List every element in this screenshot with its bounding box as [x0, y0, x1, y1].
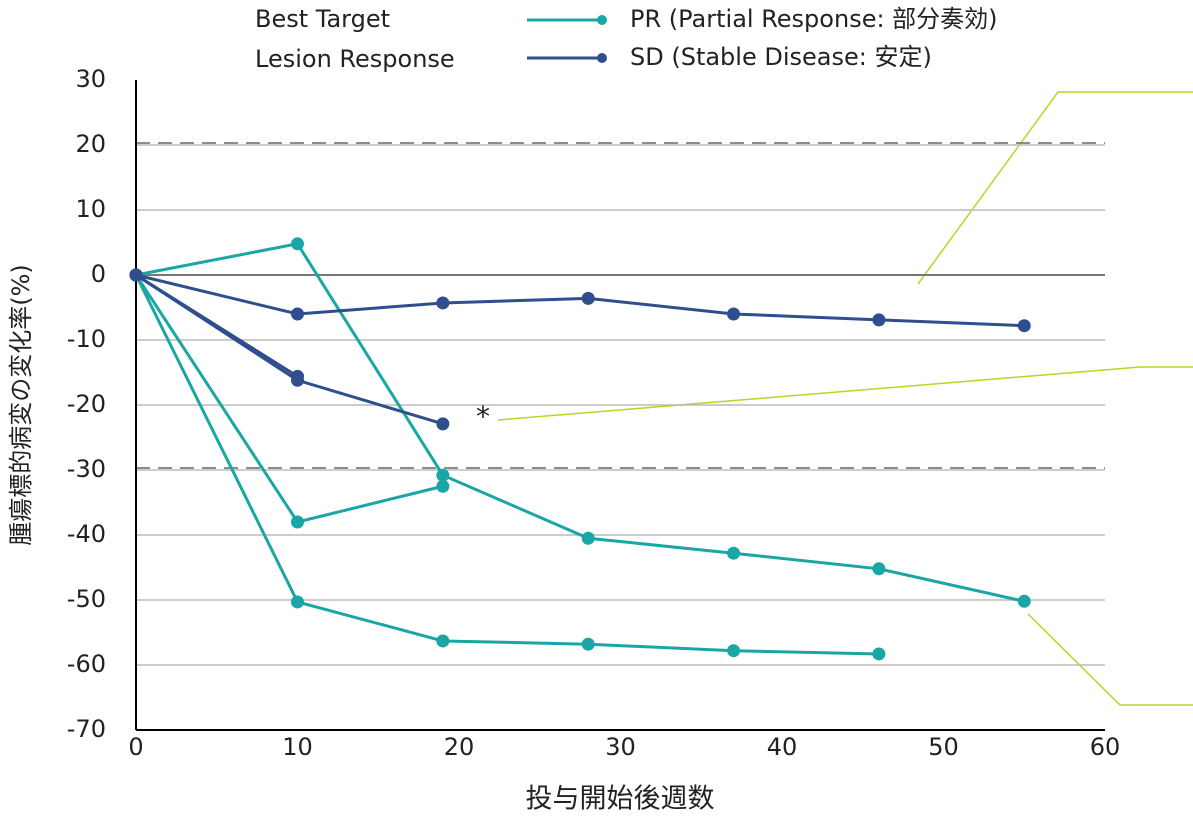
y-tick-label: 0 — [91, 260, 106, 288]
data-point — [436, 296, 450, 310]
y-tick-label: -70 — [67, 715, 106, 743]
x-tick-label: 40 — [767, 733, 798, 761]
legend-swatch — [597, 53, 607, 63]
y-tick-label: 10 — [75, 195, 106, 223]
x-tick-label: 10 — [282, 733, 313, 761]
data-point — [727, 307, 741, 321]
x-tick-label: 60 — [1090, 733, 1121, 761]
data-point — [872, 562, 886, 576]
y-tick-label: -40 — [67, 520, 106, 548]
y-tick-label: 30 — [75, 65, 106, 93]
data-point — [436, 468, 450, 482]
legend-title: Lesion Response — [255, 45, 455, 73]
data-point — [1017, 594, 1031, 608]
data-point — [291, 373, 304, 387]
y-tick-label: -30 — [67, 455, 106, 483]
y-tick-label: -20 — [67, 390, 106, 418]
y-tick-label: -50 — [67, 585, 106, 613]
legend-label: SD (Stable Disease: 安定) — [630, 43, 932, 71]
y-tick-label: -60 — [67, 650, 106, 678]
data-point — [436, 479, 450, 493]
legend-label: PR (Partial Response: 部分奏効) — [630, 5, 998, 33]
y-tick-label: -10 — [67, 325, 106, 353]
legend-swatch — [597, 15, 607, 25]
annotation: * — [476, 400, 490, 433]
series-line — [135, 273, 1025, 328]
y-axis-label: 腫瘍標的病変の変化率(%) — [7, 264, 35, 546]
data-point — [291, 237, 304, 251]
data-point — [1017, 319, 1031, 333]
data-point — [872, 313, 886, 327]
callout-line — [1027, 613, 1193, 706]
x-tick-label: 20 — [444, 733, 475, 761]
legend-title: Best Target — [255, 5, 390, 33]
callout-line — [497, 366, 1193, 421]
data-point — [581, 531, 595, 545]
x-tick-label: 50 — [928, 733, 959, 761]
data-point — [291, 307, 304, 321]
data-point — [436, 634, 450, 648]
data-point — [291, 515, 304, 529]
series-line — [134, 274, 879, 656]
data-point — [291, 595, 304, 609]
data-point — [727, 546, 741, 560]
data-point — [436, 417, 450, 431]
y-tick-label: 20 — [75, 130, 106, 158]
x-axis-label: 投与開始後週数 — [526, 784, 715, 815]
callout-line — [917, 91, 1193, 285]
x-tick-label: 0 — [128, 733, 143, 761]
data-point — [581, 637, 595, 651]
data-point — [872, 647, 886, 661]
data-point — [581, 291, 595, 305]
x-tick-label: 30 — [605, 733, 636, 761]
data-point — [129, 268, 143, 282]
data-point — [727, 644, 741, 658]
